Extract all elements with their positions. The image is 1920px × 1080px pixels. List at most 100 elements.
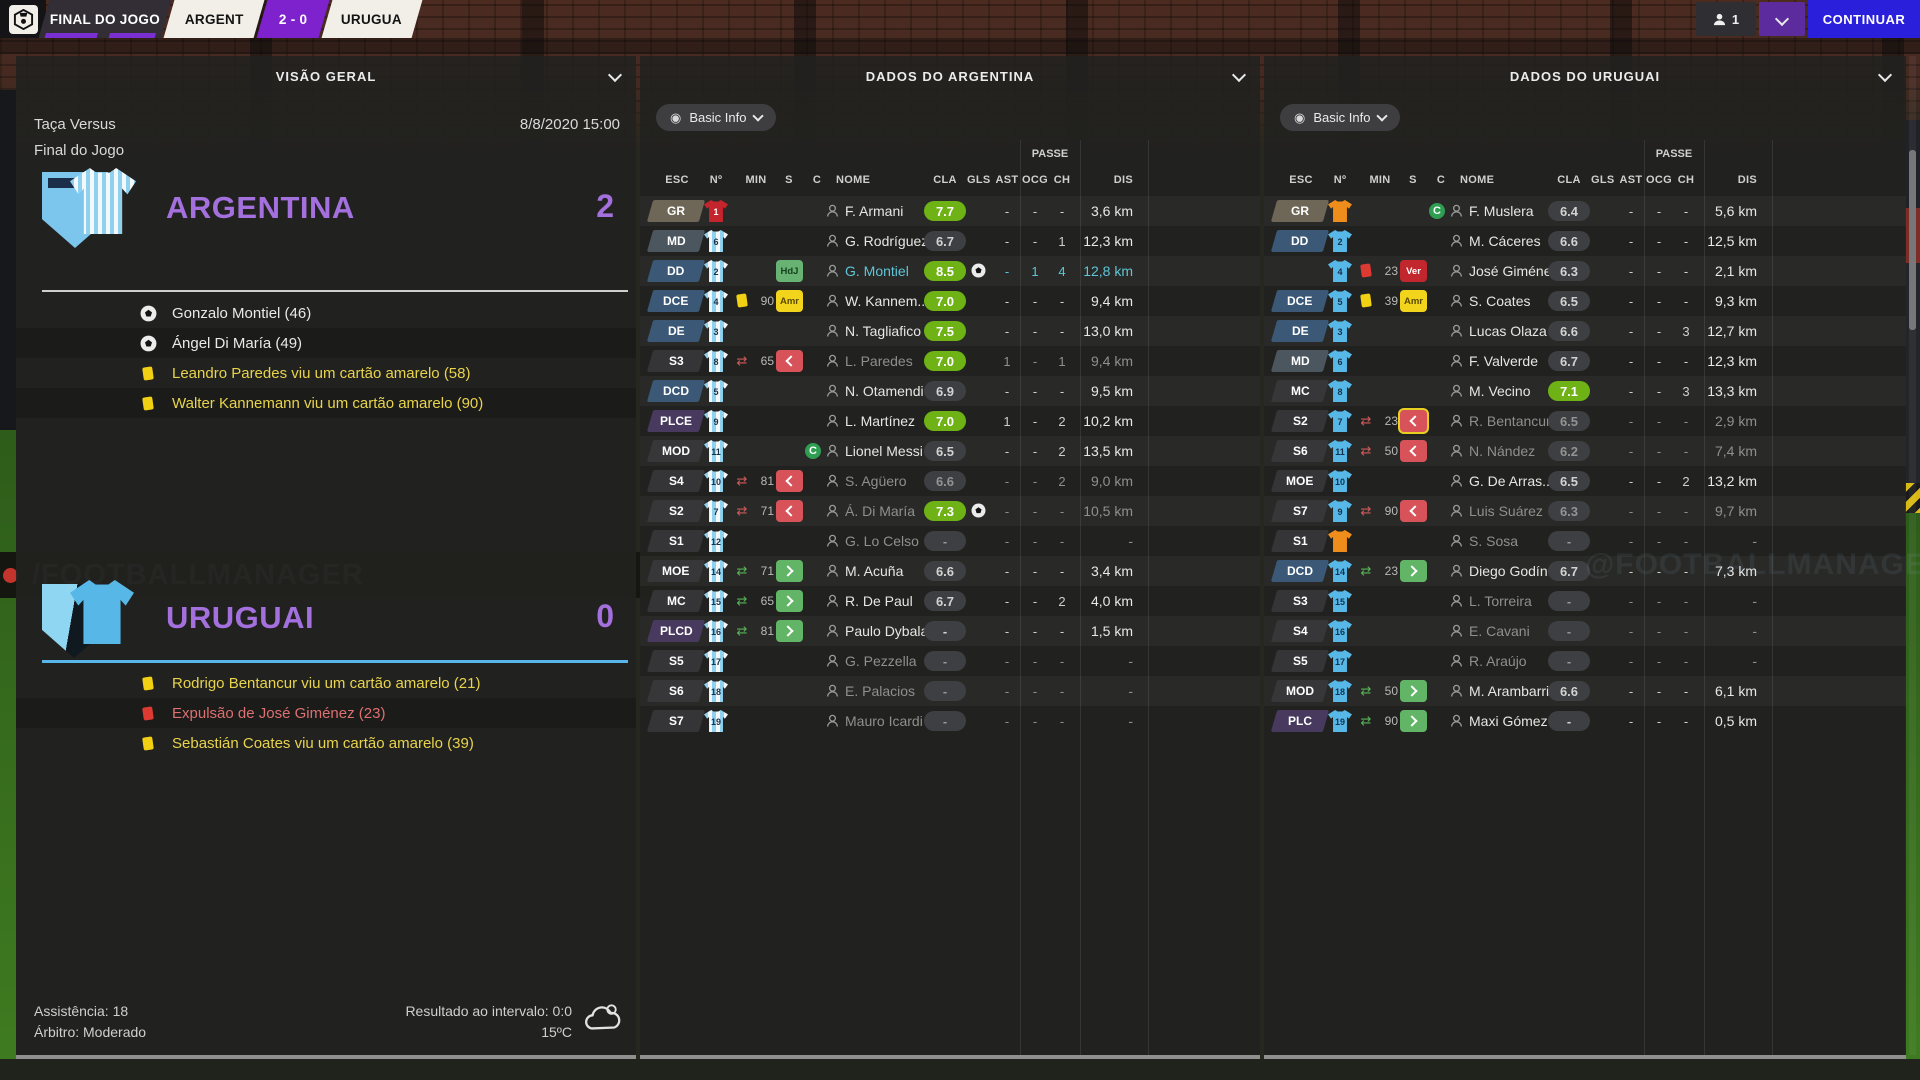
player-row[interactable]: MOD 11 C Lionel Messi 6.5- -2 13,5 km — [640, 436, 1260, 466]
column-header-ch[interactable]: CH — [1053, 174, 1071, 186]
rating-pill: - — [924, 681, 966, 701]
referee: Árbitro: Moderado — [34, 1024, 147, 1040]
scrollbar-handle[interactable] — [1909, 150, 1916, 330]
away-data-panel-header[interactable]: DADOS DO URUGUAI — [1264, 56, 1906, 96]
column-header-no[interactable]: Nº — [1333, 174, 1347, 186]
player-row[interactable]: S6 18 E. Palacios - - - - - — [640, 676, 1260, 706]
match-event[interactable]: Rodrigo Bentancur viu um cartão amarelo … — [16, 668, 636, 698]
player-row[interactable]: S1 12 G. Lo Celso - - - - - — [640, 526, 1260, 556]
player-row[interactable]: DCE 4 90 Amr W. Kannem... 7.0- - -9,4 km — [640, 286, 1260, 316]
column-header-gls[interactable]: GLS — [1591, 174, 1615, 186]
shirt-icon: 7 — [704, 500, 728, 522]
tab-home-team[interactable]: ARGENT — [163, 0, 265, 38]
column-header-esc[interactable]: ESC — [1289, 174, 1313, 186]
distance-value: - — [1752, 533, 1757, 549]
player-row[interactable]: MC 8 M. Vecino 7.1- -3 13,3 km — [1264, 376, 1906, 406]
player-row[interactable]: PLC 19 ⇄ 90 Maxi Gómez - - - -0,5 km — [1264, 706, 1906, 736]
column-header-cla[interactable]: CLA — [1557, 174, 1581, 186]
player-row[interactable]: S5 17 R. Araújo - - - - - — [1264, 646, 1906, 676]
player-row[interactable]: MD 6 F. Valverde 6.7- - -12,3 km — [1264, 346, 1906, 376]
assists-value: - — [1628, 504, 1634, 519]
player-row[interactable]: GR 1 F. Armani 7.7- - -3,6 km — [640, 196, 1260, 226]
player-row[interactable]: MOD 18 ⇄ 50 M. Arambarri 6.6- - -6,1 km — [1264, 676, 1906, 706]
player-row[interactable]: DE 3 Lucas Olaza 6.6- -3 12,7 km — [1264, 316, 1906, 346]
player-row[interactable]: S6 11 ⇄ 50 N. Nández 6.2- - -7,4 km — [1264, 436, 1906, 466]
column-header-esc[interactable]: ESC — [665, 174, 689, 186]
player-row[interactable]: S5 17 G. Pezzella - - - - - — [640, 646, 1260, 676]
player-row[interactable]: DCD 14 ⇄ 23 Diego Godín 6.7- - -7,3 km — [1264, 556, 1906, 586]
match-event[interactable]: Gonzalo Montiel (46) — [16, 298, 636, 328]
column-header-c[interactable]: C — [1436, 174, 1446, 186]
tab-match-status[interactable]: FINAL DO JOGO — [38, 0, 172, 38]
chances-value: - — [1683, 264, 1689, 279]
assists-value: - — [1628, 624, 1634, 639]
match-event[interactable]: Sebastián Coates viu um cartão amarelo (… — [16, 728, 636, 758]
player-row[interactable]: PLCD 16 ⇄ 81 Paulo Dybala - - - -1,5 km — [640, 616, 1260, 646]
match-event[interactable]: Walter Kannemann viu um cartão amarelo (… — [16, 388, 636, 418]
match-event[interactable]: Expulsão de José Giménez (23) — [16, 698, 636, 728]
player-row[interactable]: 4 23 Ver José Giménez 6.3- - -2,1 km — [1264, 256, 1906, 286]
column-header-min[interactable]: MIN — [1369, 174, 1391, 186]
scrollbar-track[interactable] — [1909, 56, 1916, 1055]
rating-pill: 6.6 — [924, 471, 966, 491]
column-header-c[interactable]: C — [812, 174, 822, 186]
substitution-arrows-icon: ⇄ — [1360, 713, 1372, 728]
column-header-s[interactable]: S — [785, 174, 793, 186]
goal-icon — [138, 305, 158, 322]
column-header-s[interactable]: S — [1409, 174, 1417, 186]
home-team-name[interactable]: ARGENTINA — [166, 190, 355, 225]
player-row[interactable]: GR C F. Muslera 6.4- - -5,6 km — [1264, 196, 1906, 226]
shirt-icon: 7 — [1328, 410, 1352, 432]
rating-pill: 7.7 — [924, 201, 966, 221]
player-row[interactable]: S7 9 ⇄ 90 Luis Suárez 6.3- - -9,7 km — [1264, 496, 1906, 526]
home-data-panel-header[interactable]: DADOS DO ARGENTINA — [640, 56, 1260, 96]
player-face-icon — [1450, 414, 1463, 432]
column-header-ocg[interactable]: OCG — [1646, 174, 1672, 186]
column-header-dis[interactable]: DIS — [1737, 174, 1757, 186]
player-row[interactable]: S4 10 ⇄ 81 S. Agüero 6.6- -2 9,0 km — [640, 466, 1260, 496]
player-row[interactable]: DD 2 M. Cáceres 6.6- - -12,5 km — [1264, 226, 1906, 256]
position-badge: PLCD — [646, 620, 706, 642]
tab-away-team[interactable]: URUGUA — [321, 0, 423, 38]
column-header-no[interactable]: Nº — [709, 174, 723, 186]
player-row[interactable]: S3 15 L. Torreira - - - - - — [1264, 586, 1906, 616]
continue-options-button[interactable] — [1759, 2, 1805, 36]
column-header-ocg[interactable]: OCG — [1022, 174, 1048, 186]
column-header-gls[interactable]: GLS — [967, 174, 991, 186]
player-row[interactable]: S2 7 ⇄ 23 R. Bentancur 6.5- - -2,9 km — [1264, 406, 1906, 436]
football-manager-logo-icon[interactable] — [8, 4, 38, 34]
column-header-nome[interactable]: NOME — [1460, 174, 1495, 186]
match-event[interactable]: Ángel Di María (49) — [16, 328, 636, 358]
column-header-ch[interactable]: CH — [1677, 174, 1695, 186]
player-row[interactable]: MOE 14 ⇄ 71 M. Acuña 6.6- - -3,4 km — [640, 556, 1260, 586]
assists-value: - — [1004, 234, 1010, 249]
player-row[interactable]: S7 19 Mauro Icardi - - - - - — [640, 706, 1260, 736]
player-row[interactable]: DCD 5 N. Otamendi 6.9- - -9,5 km — [640, 376, 1260, 406]
column-header-ast[interactable]: AST — [995, 174, 1019, 186]
player-row[interactable]: DCE 5 39 Amr S. Coates 6.5- - -9,3 km — [1264, 286, 1906, 316]
column-header-min[interactable]: MIN — [745, 174, 767, 186]
chances-value: 4 — [1058, 264, 1066, 279]
match-event[interactable]: Leandro Paredes viu um cartão amarelo (5… — [16, 358, 636, 388]
basic-info-dropdown[interactable]: ◉ Basic Info — [656, 104, 777, 131]
player-row[interactable]: S3 8 ⇄ 65 L. Paredes 7.0 1-1 9,4 km — [640, 346, 1260, 376]
player-row[interactable]: MD 6 G. Rodríguez 6.7- -1 12,3 km — [640, 226, 1260, 256]
column-header-nome[interactable]: NOME — [836, 174, 871, 186]
column-header-cla[interactable]: CLA — [933, 174, 957, 186]
shirt-icon: 15 — [1328, 590, 1352, 612]
basic-info-dropdown[interactable]: ◉ Basic Info — [1280, 104, 1401, 131]
player-row[interactable]: S4 16 E. Cavani - - - - - — [1264, 616, 1906, 646]
column-header-ast[interactable]: AST — [1619, 174, 1643, 186]
player-row[interactable]: S2 7 ⇄ 71 Á. Di María 7.3- - -10,5 km — [640, 496, 1260, 526]
player-row[interactable]: S1 S. Sosa - - - - - — [1264, 526, 1906, 556]
player-row[interactable]: DE 3 N. Tagliafico 7.5- - -13,0 km — [640, 316, 1260, 346]
player-row[interactable]: DD 2 HdJ G. Montiel 8.5-1 4 12,8 km — [640, 256, 1260, 286]
player-row[interactable]: MC 15 ⇄ 65 R. De Paul 6.7- -2 4,0 km — [640, 586, 1260, 616]
players-count-button[interactable]: 1 — [1696, 2, 1756, 36]
player-row[interactable]: MOE 10 G. De Arras... 6.5- -2 13,2 km — [1264, 466, 1906, 496]
column-header-dis[interactable]: DIS — [1113, 174, 1133, 186]
continue-button[interactable]: CONTINUAR — [1808, 0, 1920, 38]
away-team-name[interactable]: URUGUAI — [166, 600, 315, 635]
overview-panel-header[interactable]: VISÃO GERAL — [16, 56, 636, 96]
player-row[interactable]: PLCE 9 L. Martínez 7.0 1-2 10,2 km — [640, 406, 1260, 436]
